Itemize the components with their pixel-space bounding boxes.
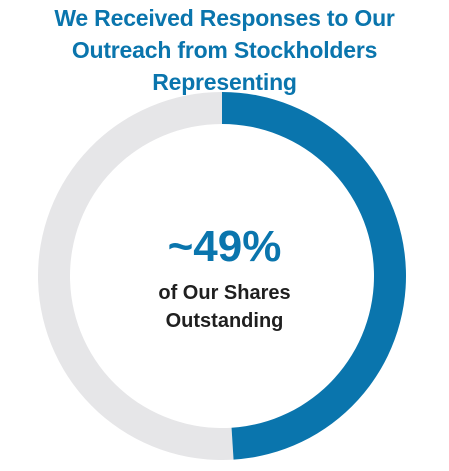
center-caption-line-1: of Our Shares <box>158 282 291 304</box>
center-caption-line-2: Outstanding <box>165 310 284 332</box>
chart-title: We Received Responses to Our Outreach fr… <box>0 2 449 98</box>
chart-title-line-1: We Received Responses to Our <box>54 5 395 31</box>
center-caption: of Our Shares Outstanding <box>0 279 449 335</box>
chart-title-line-2: Outreach from Stockholders Representing <box>71 37 378 95</box>
center-value: ~49% <box>167 222 282 271</box>
donut-slice-remaining <box>38 92 234 461</box>
donut-slice-responded <box>222 92 407 460</box>
